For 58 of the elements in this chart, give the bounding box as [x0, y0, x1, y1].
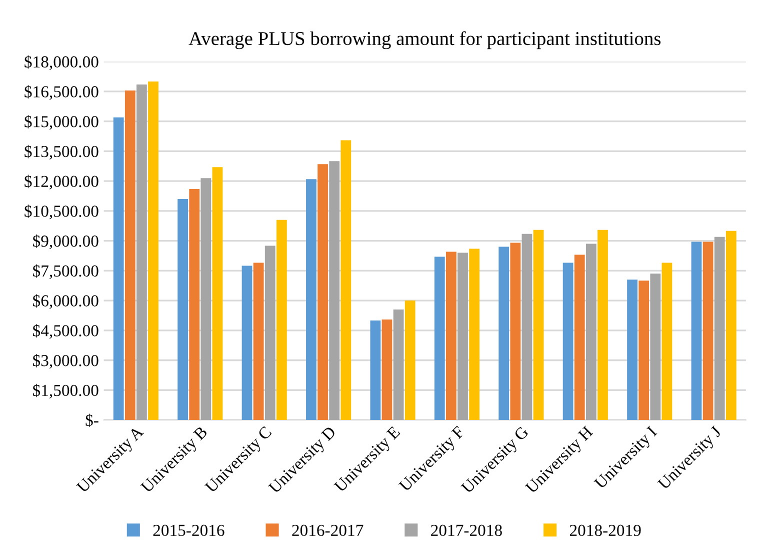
bar — [178, 198, 188, 420]
bar — [264, 246, 276, 420]
bar — [533, 230, 544, 420]
bar — [276, 220, 287, 420]
bar — [306, 179, 316, 420]
y-tick-label: $13,500.00 — [24, 144, 98, 160]
bar — [586, 244, 596, 420]
bar — [113, 117, 124, 420]
bar — [189, 189, 200, 420]
bar — [498, 246, 510, 420]
y-tick-label: $3,000.00 — [33, 354, 98, 369]
bar — [200, 178, 212, 420]
bar — [242, 266, 252, 420]
bar — [562, 262, 574, 420]
bar — [136, 84, 147, 420]
bar — [253, 262, 264, 420]
bar — [446, 252, 456, 420]
y-tick-label: $- — [86, 414, 98, 428]
bar — [340, 140, 352, 420]
bar — [212, 167, 223, 420]
bar — [382, 319, 392, 420]
bar — [702, 242, 714, 420]
bar — [404, 300, 416, 420]
y-tick-label: $9,000.00 — [33, 234, 98, 250]
bar — [691, 242, 702, 420]
bar — [638, 280, 650, 420]
bar — [522, 234, 532, 420]
bar — [510, 242, 521, 420]
bar — [318, 164, 328, 420]
y-tick-label: $15,000.00 — [24, 115, 98, 130]
bar — [714, 236, 725, 420]
y-tick-label: $4,500.00 — [33, 324, 98, 339]
bar — [370, 320, 381, 420]
bar — [393, 309, 404, 420]
bar — [434, 256, 445, 420]
legend-label: 2017-2018 — [431, 524, 502, 536]
bar — [627, 280, 638, 420]
y-tick-label: $12,000.00 — [24, 174, 98, 190]
chart-title: Average PLUS borrowing amount for participant institutions — [188, 31, 661, 50]
bar — [650, 274, 661, 420]
bar — [598, 230, 608, 420]
legend-label: 2015-2016 — [153, 524, 224, 536]
y-tick-label: $1,500.00 — [33, 384, 98, 398]
bar — [574, 254, 585, 420]
y-tick-label: $7,500.00 — [33, 264, 98, 280]
y-tick-label: $10,500.00 — [24, 204, 98, 220]
legend-label: 2016-2017 — [292, 524, 364, 536]
y-tick-label: $16,500.00 — [24, 85, 98, 100]
legend-label: 2018-2019 — [570, 524, 641, 536]
y-tick-label: $6,000.00 — [33, 294, 98, 309]
bar — [469, 248, 480, 420]
bar — [458, 252, 468, 420]
bar — [726, 230, 736, 420]
bar — [662, 262, 672, 420]
y-tick-label: $18,000.00 — [24, 55, 98, 70]
bar — [329, 161, 340, 420]
bar — [124, 90, 136, 420]
bar — [148, 82, 158, 420]
